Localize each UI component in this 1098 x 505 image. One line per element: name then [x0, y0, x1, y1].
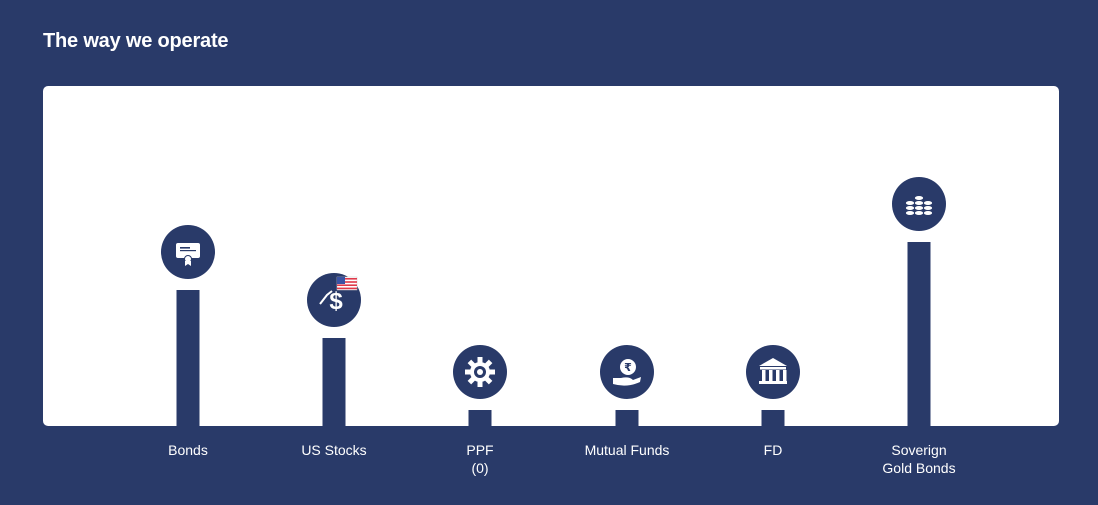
bar [176, 290, 200, 426]
category-label: Bonds [168, 442, 208, 458]
bar [322, 338, 346, 426]
category-label: US Stocks [301, 442, 366, 458]
svg-text:₹: ₹ [624, 361, 632, 374]
category-label: Soverign Gold Bonds [882, 442, 955, 476]
svg-text:$: $ [329, 288, 343, 315]
category-label: FD [764, 442, 783, 458]
bank-icon [746, 345, 800, 399]
gold-coins-icon [892, 177, 946, 231]
certificate-icon [161, 225, 215, 279]
dollar-growth-icon: $ [307, 273, 361, 327]
gear-icon [453, 345, 507, 399]
bar [907, 242, 931, 426]
rupee-hand-icon: ₹ [600, 345, 654, 399]
bar [615, 410, 639, 426]
page-title: The way we operate [43, 30, 229, 52]
bar [468, 410, 492, 426]
bar [761, 410, 785, 426]
category-label: Mutual Funds [585, 442, 670, 458]
category-label: PPF (0) [466, 442, 493, 476]
